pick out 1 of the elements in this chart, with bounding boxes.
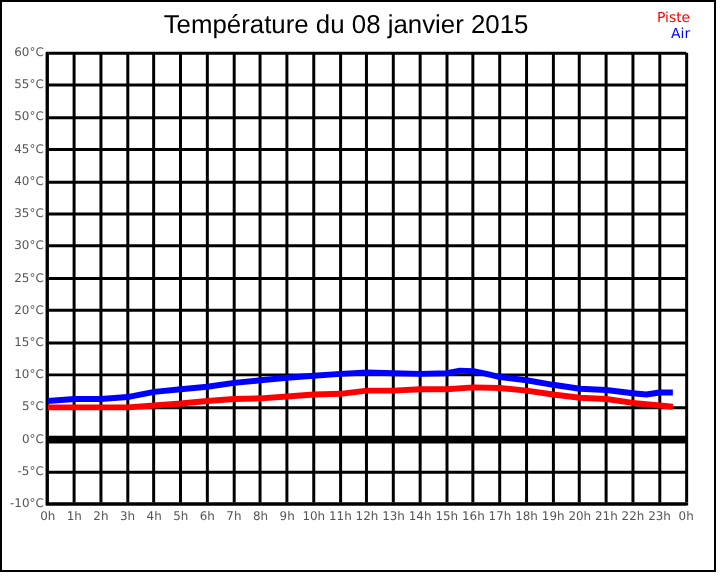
chart-title: Température du 08 janvier 2015 (163, 8, 529, 39)
